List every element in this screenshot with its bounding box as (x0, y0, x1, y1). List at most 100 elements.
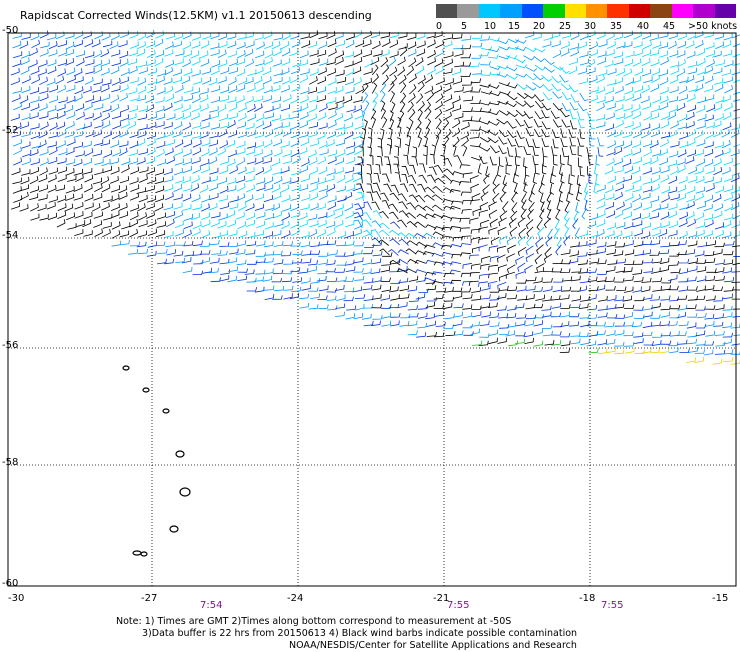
wind-barb (686, 357, 695, 362)
wind-barb (67, 68, 75, 75)
wind-barb (426, 119, 431, 130)
wind-barb (589, 49, 597, 56)
wind-barb (220, 269, 229, 274)
wind-barb (345, 131, 353, 139)
wind-barb (706, 50, 715, 57)
wind-barb (229, 203, 238, 209)
wind-barb (382, 286, 391, 292)
wind-barb (353, 96, 362, 102)
wind-barb (660, 348, 669, 353)
wind-barb (579, 78, 588, 84)
wind-barb (687, 186, 696, 193)
wind-barb (472, 311, 481, 317)
wind-barb (48, 213, 57, 220)
wind-barb (517, 286, 526, 292)
wind-barb (364, 68, 373, 75)
wind-barb (184, 222, 193, 229)
wind-barb (21, 67, 29, 75)
wind-barb (582, 209, 587, 220)
wind-barb (463, 331, 473, 335)
wind-barb (74, 131, 83, 137)
wind-barb (327, 228, 335, 236)
wind-barb (580, 296, 590, 301)
wind-barb (642, 50, 651, 57)
wind-barb (211, 60, 219, 67)
wind-barb (678, 185, 686, 193)
wind-barb (139, 105, 148, 111)
wind-barb (74, 229, 83, 236)
wind-barb (228, 50, 237, 57)
wind-barb (310, 30, 318, 38)
wind-barb (390, 239, 400, 245)
wind-barb (372, 65, 378, 75)
wind-barb (516, 256, 524, 264)
wind-barb (435, 59, 443, 67)
wind-barb (463, 263, 472, 269)
wind-barb (164, 49, 173, 56)
wind-barb (451, 218, 461, 222)
wind-barb (624, 111, 632, 119)
wind-barb (74, 169, 83, 175)
wind-barb (335, 97, 344, 104)
wind-barb (587, 112, 595, 120)
wind-barb (147, 147, 155, 155)
wind-barb (395, 146, 399, 156)
wind-barb (139, 149, 148, 155)
wind-barb (408, 330, 418, 335)
wind-barb (669, 261, 679, 265)
wind-barb (49, 50, 58, 57)
wind-barb (13, 41, 21, 48)
wind-barb (86, 130, 95, 137)
wind-barb (120, 231, 129, 237)
wind-barb (580, 166, 585, 176)
wind-barb (670, 141, 679, 147)
wind-barb (256, 212, 265, 218)
wind-barb (255, 51, 264, 58)
wind-barb (445, 104, 453, 112)
wind-barb (373, 50, 382, 56)
wind-barb (47, 105, 56, 112)
wind-barb (76, 112, 84, 120)
wind-barb (76, 124, 85, 131)
wind-barb (596, 114, 605, 120)
wind-barb (138, 78, 146, 86)
wind-barb (155, 50, 163, 57)
wind-barb (367, 184, 373, 193)
wind-barb (353, 105, 361, 113)
wind-barb (559, 182, 562, 193)
wind-barb (407, 203, 416, 210)
wind-barb (498, 137, 507, 145)
wind-barb (372, 117, 375, 128)
wind-barb (624, 240, 633, 246)
wind-barb (415, 195, 425, 202)
wind-barb (498, 338, 507, 344)
wind-barb (119, 203, 127, 210)
wind-barb (155, 97, 164, 103)
wind-barb (174, 168, 183, 175)
wind-barb (624, 141, 632, 149)
wind-barb (292, 277, 302, 282)
wind-barb (300, 51, 308, 58)
wind-barb (623, 231, 632, 238)
wind-barb (121, 121, 129, 128)
wind-barb (390, 91, 394, 102)
wind-barb (634, 85, 643, 92)
wind-barb (147, 50, 155, 58)
wind-barb (490, 146, 499, 153)
wind-barb (237, 276, 247, 281)
wind-barb (524, 320, 533, 326)
wind-barb (236, 176, 245, 183)
wind-barb (587, 239, 596, 245)
wind-barb (85, 95, 94, 102)
wind-barb (299, 220, 307, 227)
wind-barb (120, 176, 129, 183)
wind-barb (193, 221, 201, 228)
wind-barb (110, 158, 119, 164)
wind-barb (335, 102, 343, 110)
wind-barb (660, 87, 668, 94)
wind-barb (724, 194, 733, 201)
wind-barb (372, 285, 381, 290)
wind-barb (39, 87, 48, 93)
wind-barb (535, 65, 545, 70)
